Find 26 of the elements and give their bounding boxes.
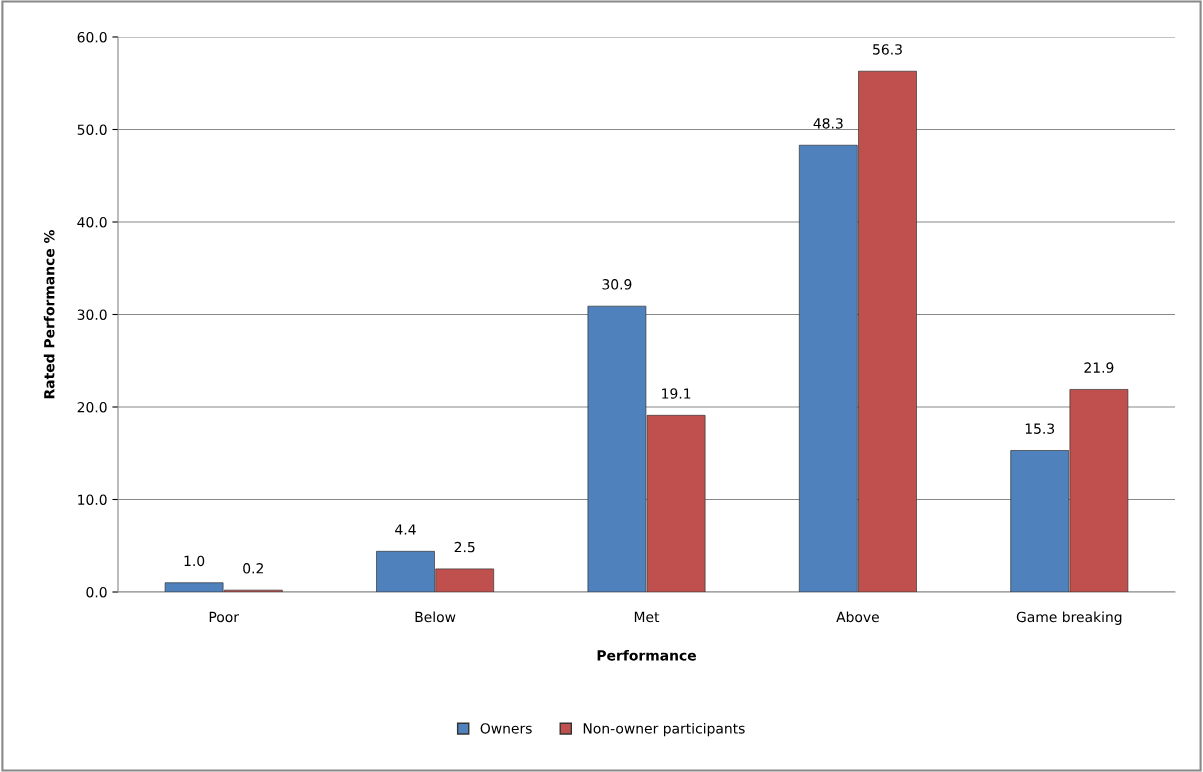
x-tick-label: Above xyxy=(836,611,879,623)
y-tick-label: 30.0 xyxy=(77,309,107,320)
x-axis-title: Performance xyxy=(597,649,696,661)
legend-label: Owners xyxy=(480,723,532,734)
y-axis-title: Rated Performance % xyxy=(43,229,55,399)
x-tick-label: Met xyxy=(634,611,660,623)
data-label: 15.3 xyxy=(1025,423,1055,434)
data-label: 0.2 xyxy=(243,563,263,574)
x-tick-label: Poor xyxy=(209,611,239,623)
y-tick-label: 0.0 xyxy=(86,586,107,598)
data-label: 30.9 xyxy=(602,279,632,290)
data-label: 19.1 xyxy=(662,388,691,399)
y-tick-label: 10.0 xyxy=(78,494,107,505)
x-tick-label: Game breaking xyxy=(1016,611,1122,625)
data-label: 21.9 xyxy=(1084,362,1114,373)
data-label: 48.3 xyxy=(813,118,843,129)
data-label: 2.5 xyxy=(454,541,475,553)
data-label: 1.0 xyxy=(184,555,205,567)
y-tick-label: 20.0 xyxy=(77,401,107,413)
data-label: 4.4 xyxy=(395,524,416,535)
x-tick-label: Below xyxy=(415,611,456,623)
y-tick-label: 60.0 xyxy=(77,31,107,43)
y-tick-label: 40.0 xyxy=(77,216,107,228)
legend-label: Non-owner participants xyxy=(583,722,745,737)
data-label: 56.3 xyxy=(873,44,902,55)
y-tick-label: 50.0 xyxy=(77,124,107,135)
